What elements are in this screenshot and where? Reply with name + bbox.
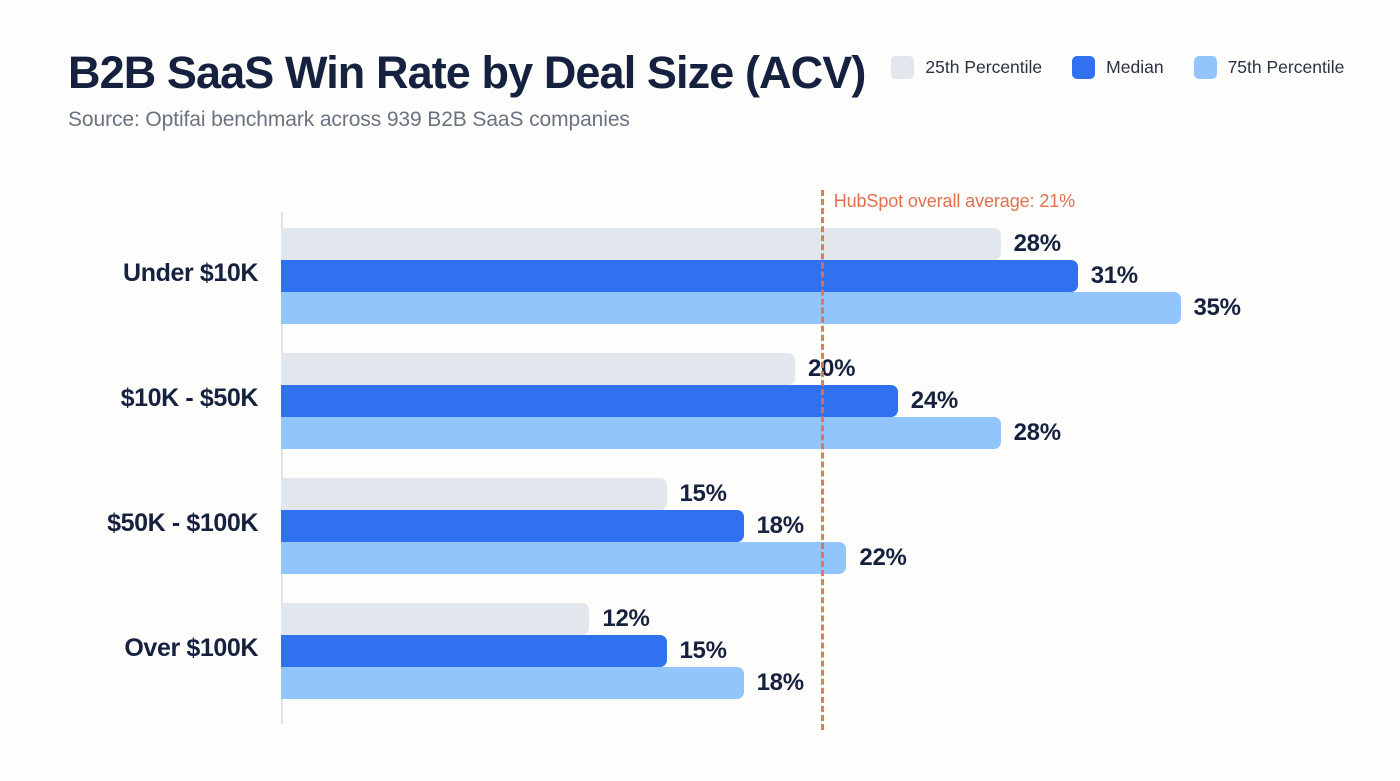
category-label: Over $100K <box>124 634 258 662</box>
category-label: $50K - $100K <box>107 509 258 537</box>
legend-label: 25th Percentile <box>925 57 1043 77</box>
bar-value-label: 15% <box>679 637 727 664</box>
category-label: Under $10K <box>123 259 258 287</box>
legend-item[interactable]: Median <box>1072 56 1164 79</box>
bar-value-label: 24% <box>910 387 958 414</box>
legend-item[interactable]: 25th Percentile <box>891 56 1042 79</box>
bar-value-label: 20% <box>808 355 856 382</box>
chart-title: B2B SaaS Win Rate by Deal Size (ACV) <box>68 47 866 98</box>
bar[interactable] <box>281 667 744 699</box>
bar[interactable] <box>281 542 847 574</box>
bar[interactable] <box>281 292 1181 324</box>
bar-value-label: 22% <box>859 544 907 571</box>
bar[interactable] <box>281 353 795 385</box>
reference-line-label: HubSpot overall average: 21% <box>833 191 1076 211</box>
bar[interactable] <box>281 260 1078 292</box>
bar[interactable] <box>281 478 667 510</box>
legend-label: 75th Percentile <box>1227 57 1345 77</box>
bar-value-label: 18% <box>756 512 804 539</box>
legend-swatch-icon <box>891 56 915 79</box>
y-axis-line <box>281 212 283 724</box>
bar-value-label: 31% <box>1090 262 1138 289</box>
bar-value-label: 35% <box>1193 294 1241 321</box>
chart-subtitle: Source: Optifai benchmark across 939 B2B… <box>68 108 630 132</box>
legend-item[interactable]: 75th Percentile <box>1193 56 1345 79</box>
bar-value-label: 28% <box>1013 419 1061 446</box>
bar-value-label: 28% <box>1013 230 1061 257</box>
legend-swatch-icon <box>1193 56 1217 79</box>
bar[interactable] <box>281 635 667 667</box>
bar[interactable] <box>281 385 898 417</box>
category-label: $10K - $50K <box>120 384 259 412</box>
bar[interactable] <box>281 603 590 635</box>
bar[interactable] <box>281 510 744 542</box>
bar[interactable] <box>281 417 1001 449</box>
bar[interactable] <box>281 228 1001 260</box>
bar-value-label: 15% <box>679 480 727 507</box>
chart-header: B2B SaaS Win Rate by Deal Size (ACV) 25t… <box>68 47 1350 148</box>
bar-value-label: 18% <box>756 669 804 696</box>
title-and-legend-row: B2B SaaS Win Rate by Deal Size (ACV) 25t… <box>68 47 1350 98</box>
bar-value-label: 12% <box>602 605 650 632</box>
chart-legend: 25th Percentile Median 75th Percentile <box>891 56 1344 79</box>
legend-swatch-icon <box>1072 56 1096 79</box>
legend-label: Median <box>1106 57 1164 77</box>
reference-line <box>820 190 824 730</box>
